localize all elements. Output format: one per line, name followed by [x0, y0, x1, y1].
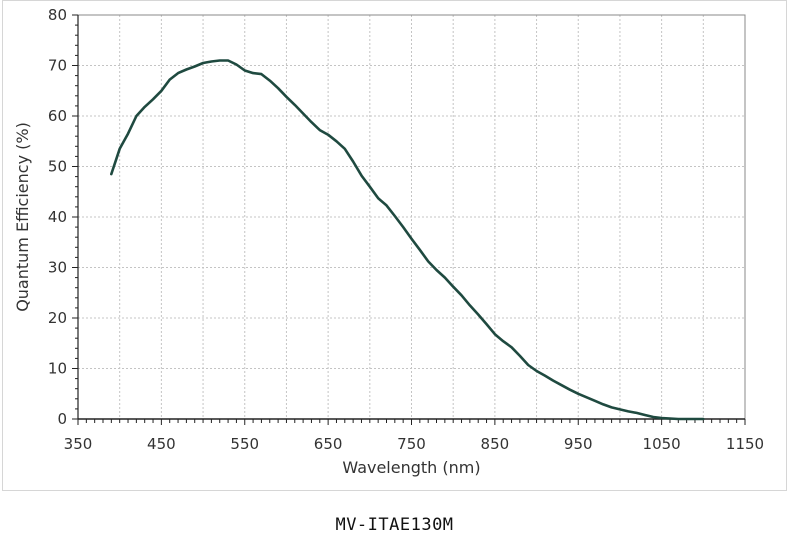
y-tick-label: 10	[48, 360, 67, 378]
x-tick-label: 1050	[643, 435, 681, 453]
x-axis-title: Wavelength (nm)	[342, 458, 480, 477]
y-tick-label: 50	[48, 158, 67, 176]
y-tick-label: 40	[48, 208, 67, 226]
grid	[78, 15, 745, 419]
y-axis-title: Quantum Efficiency (%)	[13, 122, 32, 312]
x-tick-label: 350	[64, 435, 93, 453]
x-tick-label: 550	[230, 435, 259, 453]
y-tick-label: 60	[48, 107, 67, 125]
x-tick-label: 1150	[726, 435, 764, 453]
qe-curve	[110, 59, 705, 421]
x-tick-label: 650	[314, 435, 343, 453]
y-tick-label: 20	[48, 309, 67, 327]
y-tick-label: 30	[48, 259, 67, 277]
y-tick-label: 70	[48, 57, 67, 75]
qe-chart: 350 450 550 650 750 850 950 1050 1150 0 10 20 30 40 50…	[13, 6, 764, 477]
x-tick-label: 450	[147, 435, 176, 453]
y-tick-label: 0	[57, 410, 67, 428]
x-tick-label: 850	[481, 435, 510, 453]
ticks: 350 450 550 650 750 850 950 1050 1150 0 10 20 30 40 50…	[48, 6, 764, 453]
camera-model-caption: MV-ITAE130M	[335, 515, 454, 535]
chart-frame	[2, 0, 787, 491]
x-tick-label: 950	[564, 435, 593, 453]
series-lines	[110, 59, 705, 421]
x-tick-label: 750	[397, 435, 426, 453]
y-tick-label: 80	[48, 6, 67, 24]
axes	[72, 14, 746, 425]
